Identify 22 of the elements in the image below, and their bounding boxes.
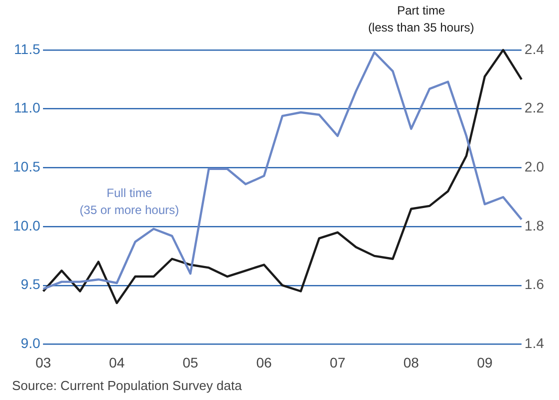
- y2-tick-label: 2.2: [524, 100, 544, 116]
- series-label: Full time (35 or more hours): [80, 186, 180, 218]
- y-tick-label: 11.0: [14, 100, 40, 116]
- x-tick-label: 04: [109, 354, 125, 370]
- x-tick-label: 06: [256, 354, 272, 370]
- y2-tick-label: 1.4: [524, 335, 544, 352]
- y-tick-label: 10.5: [13, 158, 40, 175]
- y-tick-label: 11.5: [14, 40, 40, 57]
- y2-tick-label: 1.8: [524, 217, 544, 234]
- y2-tick-label: 1.6: [524, 276, 544, 292]
- x-tick-label: 03: [35, 354, 52, 370]
- y2-tick-label: 2.4: [524, 40, 544, 57]
- x-tick-label: 05: [182, 354, 198, 370]
- y2-tick-label: 2.0: [524, 158, 544, 175]
- x-tick-label: 07: [330, 354, 346, 370]
- y-tick-label: 9.5: [20, 276, 40, 292]
- x-tick-label: 08: [403, 354, 420, 370]
- y-tick-label: 10.0: [13, 217, 40, 234]
- y-tick-label: 9.0: [20, 335, 40, 352]
- x-tick-label: 09: [476, 354, 493, 370]
- source-note: Source: Current Population Survey data: [12, 378, 242, 393]
- text: Part time (less than 35 hours): [368, 4, 474, 35]
